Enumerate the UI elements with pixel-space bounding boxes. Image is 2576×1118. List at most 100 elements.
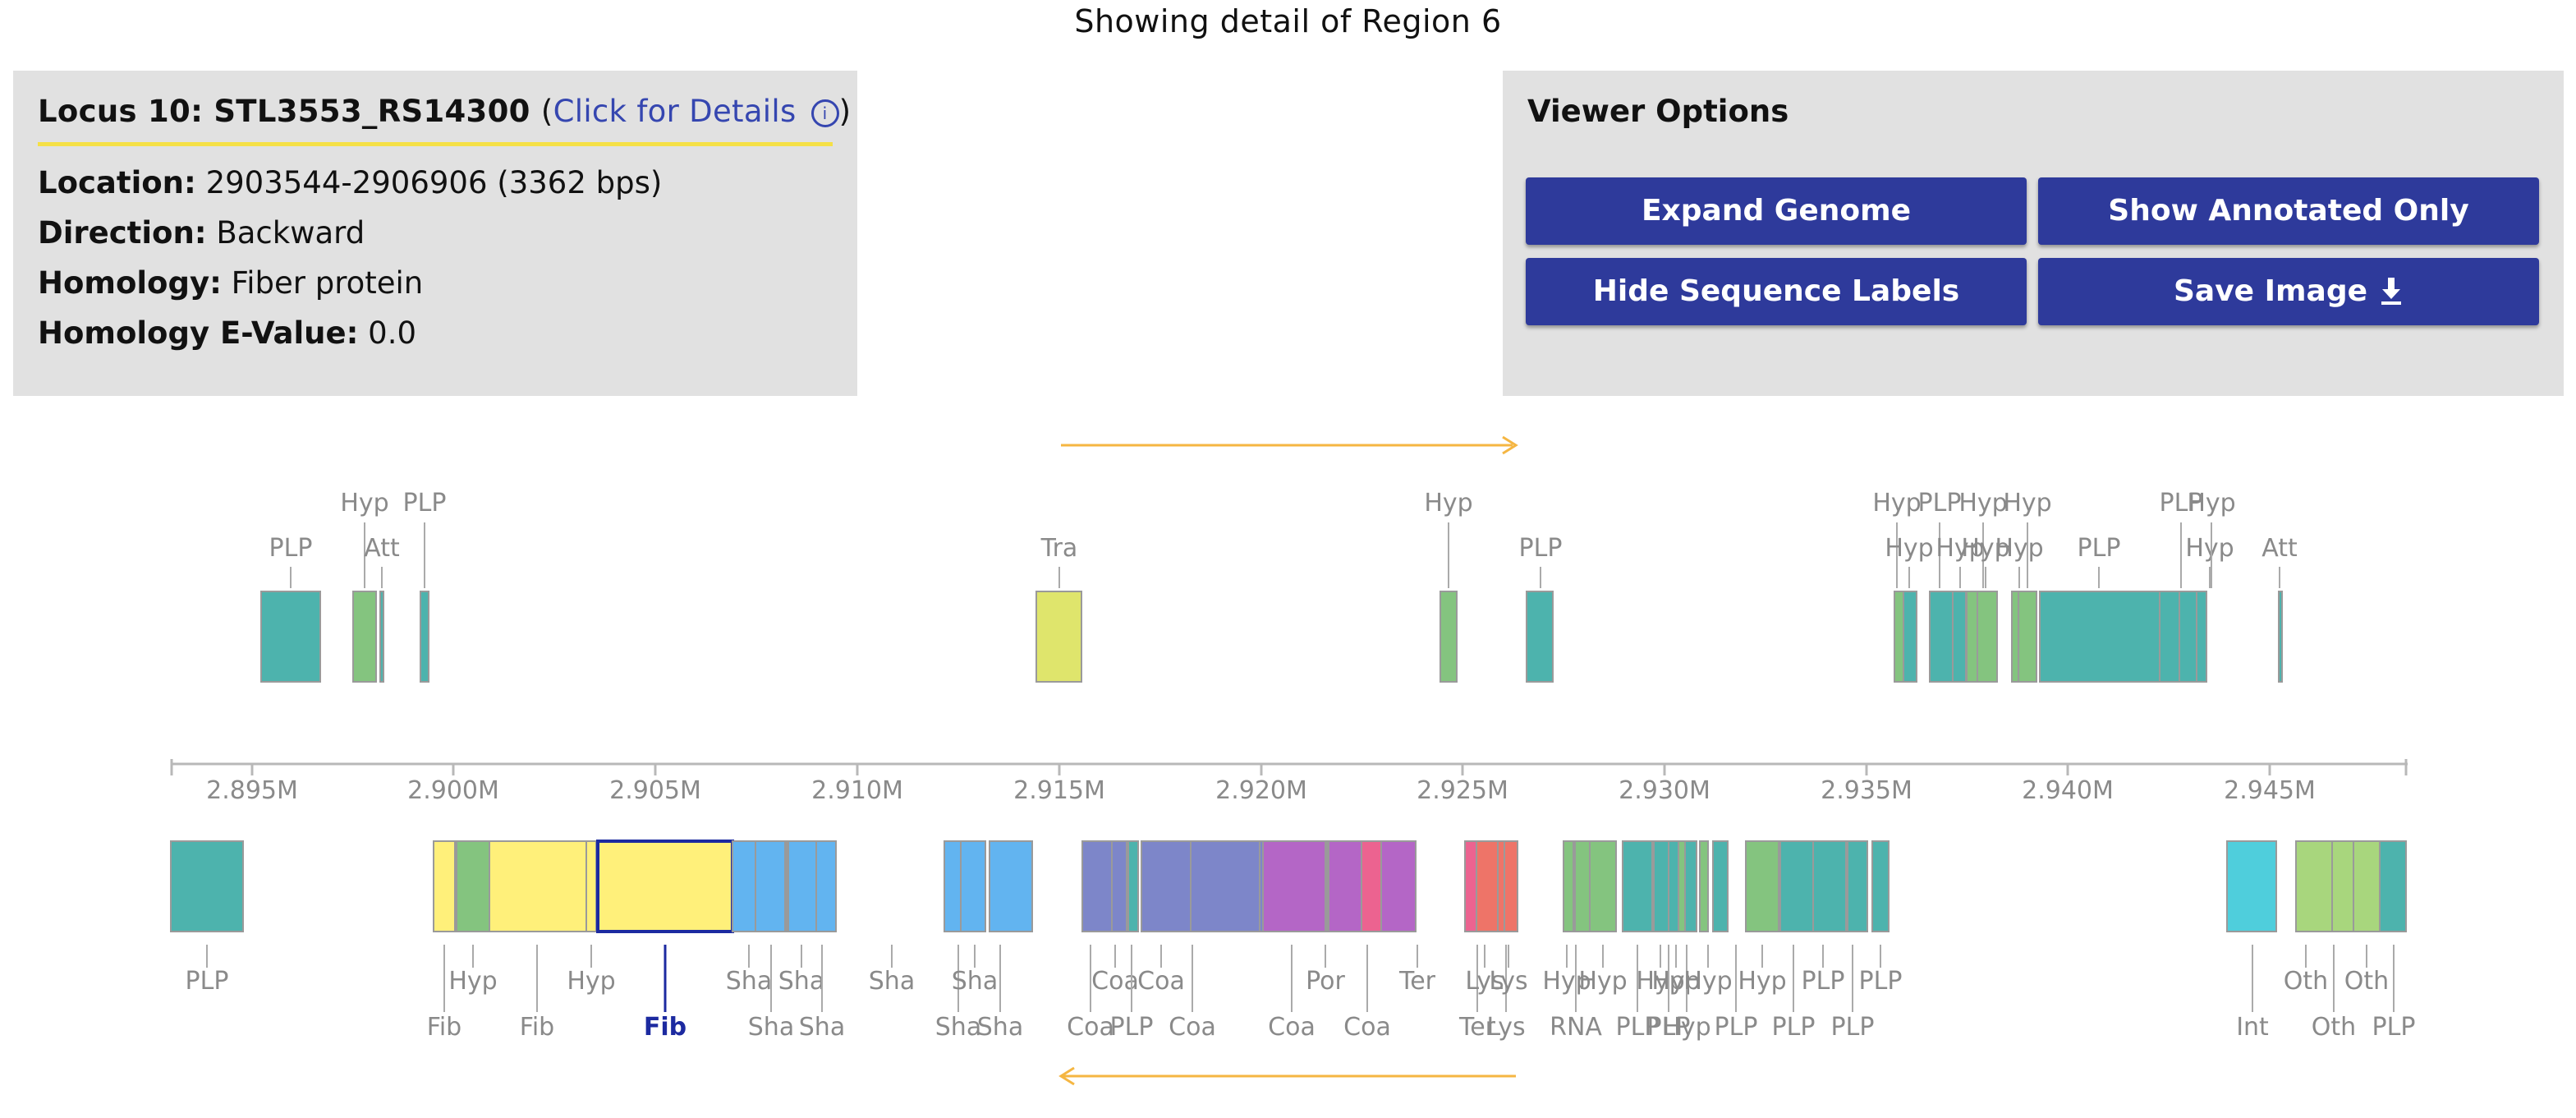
reverse-gene-label: Oth [2312,1013,2356,1042]
reverse-gene-plp[interactable] [2379,840,2407,932]
reverse-gene-coa[interactable] [1190,840,1260,932]
reverse-gene-label: Por [1306,967,1345,996]
forward-gene-label: Hyp [2187,489,2235,518]
show-annotated-only-button[interactable]: Show Annotated Only [2038,177,2539,245]
reverse-gene-hyp[interactable] [1589,840,1617,932]
reverse-gene-hyp[interactable] [456,840,490,932]
forward-gene-plp[interactable] [2159,591,2180,683]
reverse-gene-label: Hyp [1636,967,1684,996]
reverse-gene-plp[interactable] [1712,840,1729,932]
reverse-gene-hyp[interactable] [585,840,597,932]
forward-gene-label: Hyp [1961,534,2009,563]
locus-details-link[interactable]: Click for Details i [553,94,839,129]
forward-gene-hyp[interactable] [1952,591,1967,683]
reverse-gene-plp[interactable] [1779,840,1814,932]
forward-gene-hyp[interactable] [2179,591,2198,683]
reverse-gene-sha[interactable] [755,840,786,932]
reverse-gene-rna[interactable] [1574,840,1591,932]
reverse-gene-plp[interactable] [170,840,244,932]
reverse-gene-coa[interactable] [1081,840,1113,932]
save-image-button[interactable]: Save Image [2038,258,2539,325]
forward-gene-label: PLP [269,534,313,563]
reverse-gene-label: PLP [1772,1013,1816,1042]
forward-gene-hyp[interactable] [1977,591,1998,683]
reverse-gene-int[interactable] [2226,840,2277,932]
axis-tick-label: 2.930M [1619,776,1710,805]
forward-gene-label: Hyp [1995,534,2043,563]
reverse-gene-hyp[interactable] [1699,840,1709,932]
direction-row: Direction: Backward [38,208,833,258]
reverse-gene-plp[interactable] [1622,840,1653,932]
reverse-arrow-head [1058,1066,1075,1086]
reverse-gene-hyp[interactable] [1684,840,1697,932]
reverse-gene-coa[interactable] [1141,840,1192,932]
homology-value: Fiber protein [231,265,424,301]
forward-gene-label: PLP [1519,534,1563,563]
reverse-gene-label: Sha [799,1013,845,1042]
expand-genome-button[interactable]: Expand Genome [1526,177,2027,245]
reverse-gene-label: Hyp [1662,1013,1710,1042]
axis-tick-label: 2.935M [1821,776,1912,805]
reverse-gene-sha[interactable] [732,840,756,932]
reverse-gene-fib[interactable] [489,840,587,932]
reverse-gene-sha[interactable] [989,840,1033,932]
locus-header: Locus 10: STL3553_RS14300 (Click for Det… [38,94,851,146]
forward-gene-plp[interactable] [260,591,321,683]
hide-sequence-labels-button[interactable]: Hide Sequence Labels [1526,258,2027,325]
reverse-gene-label: Coa [1343,1013,1391,1042]
reverse-gene-hyp[interactable] [1745,840,1779,932]
forward-gene-att[interactable] [2278,591,2283,683]
homology-row: Homology: Fiber protein [38,258,833,308]
forward-gene-hyp[interactable] [352,591,377,683]
reverse-gene-sha[interactable] [960,840,986,932]
reverse-gene-por[interactable] [1262,840,1326,932]
reverse-gene-label: Ter [1398,967,1436,996]
reverse-gene-plp[interactable] [1871,840,1890,932]
forward-gene-label: Hyp [2003,489,2051,518]
direction-value: Backward [216,215,365,251]
reverse-gene-label: Sha [952,967,998,996]
reverse-gene-fib[interactable] [596,840,734,933]
reverse-gene-oth[interactable] [2295,840,2336,932]
forward-gene-hyp[interactable] [1440,591,1458,683]
forward-gene-plp[interactable] [1526,591,1554,683]
reverse-gene-plp[interactable] [1127,840,1139,932]
reverse-gene-hyp[interactable] [1563,840,1574,932]
reverse-gene-label: PLP [1110,1013,1154,1042]
reverse-gene-plp[interactable] [1812,840,1847,932]
selected-gene-label: Fib [644,1013,686,1042]
reverse-gene-coa[interactable] [1111,840,1127,932]
reverse-gene-label: Fib [427,1013,461,1042]
reverse-gene-sha[interactable] [815,840,837,932]
reverse-gene-oth[interactable] [2353,840,2381,932]
axis-tick-label: 2.900M [407,776,499,805]
axis-tick-label: 2.945M [2224,776,2316,805]
reverse-gene-label: Hyp [448,967,497,996]
axis-tick-label: 2.895M [206,776,298,805]
forward-gene-plp[interactable] [2039,591,2160,683]
reverse-gene-fib[interactable] [433,840,456,932]
reverse-gene-label: Oth [2344,967,2389,996]
locus-label: Locus 10: [38,94,204,129]
reverse-gene-label: Lys [1489,967,1527,996]
reverse-gene-label: Hyp [1542,967,1591,996]
forward-gene-hyp[interactable] [2018,591,2037,683]
reverse-gene-label: Int [2236,1013,2269,1042]
forward-gene-hyp[interactable] [1903,591,1917,683]
forward-gene-plp[interactable] [1929,591,1954,683]
reverse-gene-label: Lys [1465,967,1504,996]
forward-gene-att[interactable] [379,591,384,683]
reverse-gene-hyp[interactable] [1653,840,1669,932]
reverse-gene-lys[interactable] [1504,840,1518,932]
forward-gene-plp[interactable] [420,591,429,683]
reverse-gene-ter[interactable] [1361,840,1382,932]
viewer-options-panel: Viewer Options Expand Genome Show Annota… [1503,71,2564,396]
forward-gene-hyp[interactable] [2196,591,2207,683]
reverse-gene-label: Sha [748,1013,794,1042]
forward-gene-tra[interactable] [1035,591,1082,683]
forward-gene-label: Hyp [1424,489,1472,518]
reverse-gene-plp[interactable] [1847,840,1868,932]
forward-gene-label: Att [364,534,400,563]
axis-tick-label: 2.915M [1013,776,1105,805]
